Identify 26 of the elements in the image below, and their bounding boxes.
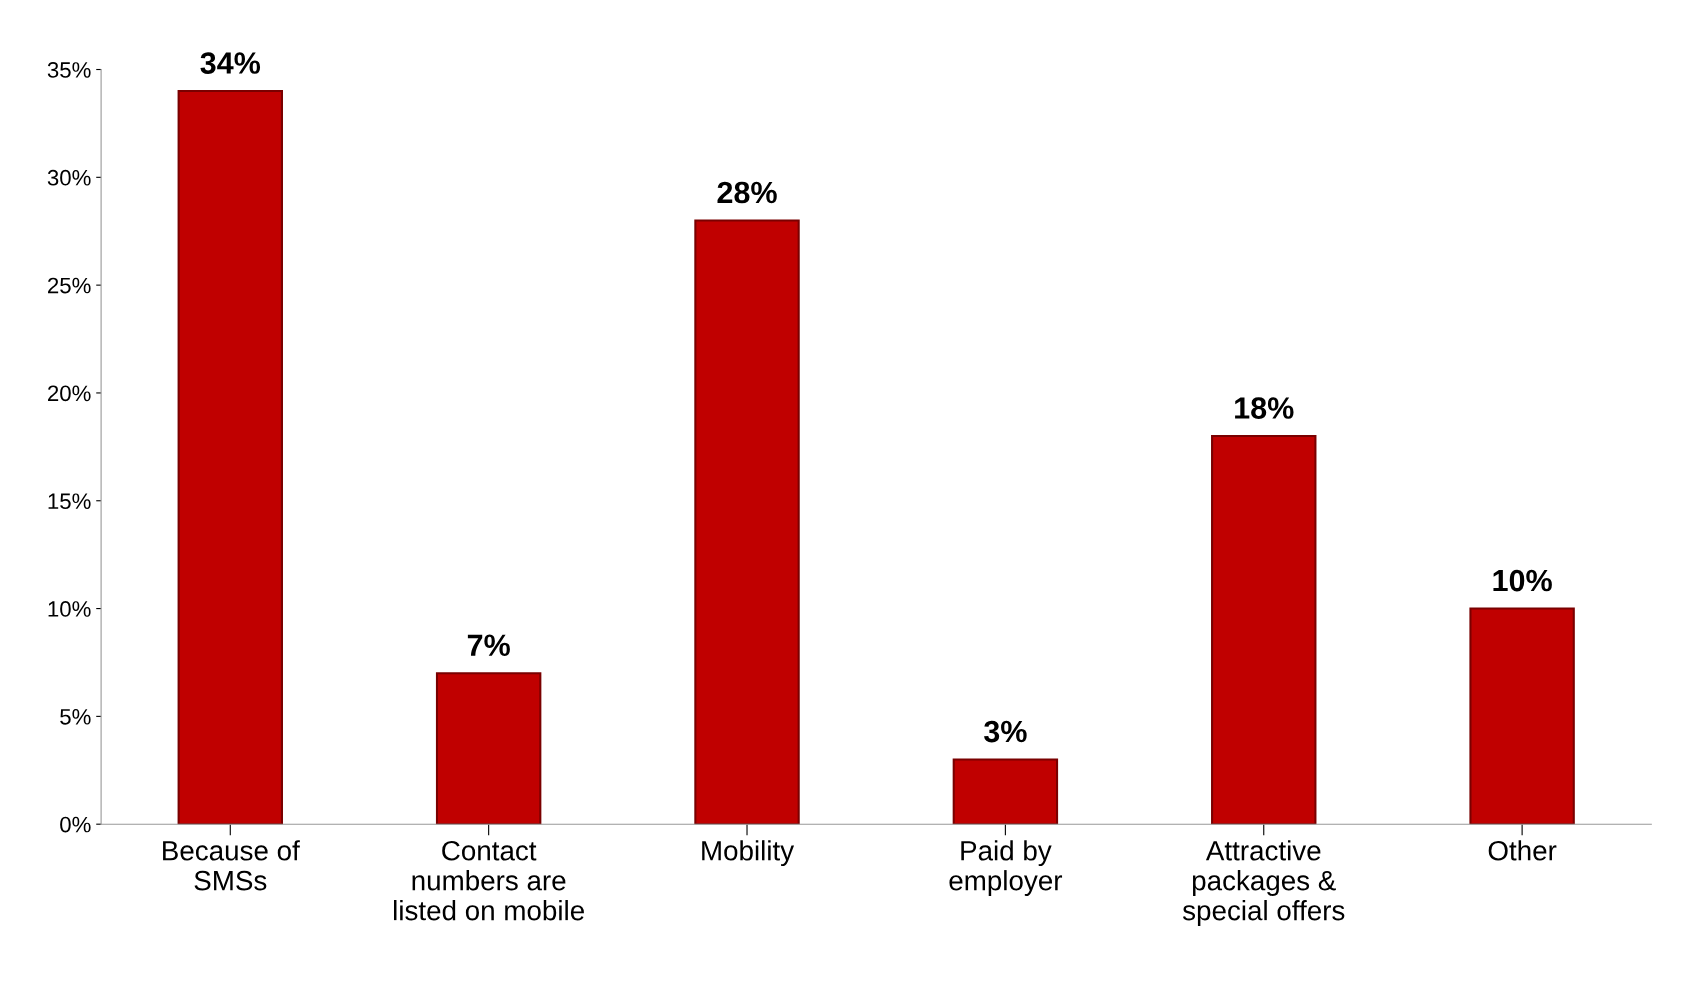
x-tick-label: Attractive packages & special offers [1182, 840, 1345, 926]
bar [1469, 607, 1575, 825]
y-tick-label: 10% [48, 601, 91, 617]
data-label: 7% [467, 634, 510, 657]
bar [177, 90, 283, 825]
data-label: 3% [984, 720, 1027, 743]
y-tick-label: 25% [48, 277, 91, 294]
bar [1211, 435, 1317, 825]
y-tick-label: 30% [47, 169, 91, 186]
y-tick-label: 15% [48, 493, 91, 510]
x-tick-label: Paid by employer [949, 840, 1063, 896]
data-label: 34% [200, 52, 261, 74]
x-tick-label: Other [1488, 840, 1557, 861]
data-label: 28% [717, 181, 777, 204]
y-tick-label: 0% [60, 816, 91, 833]
x-tick-label: Mobility [702, 840, 795, 867]
bar [694, 219, 800, 825]
data-label: 10% [1493, 569, 1552, 592]
y-tick-label: 35% [47, 62, 91, 78]
data-label: 18% [1235, 397, 1294, 419]
y-tick-label: 20% [48, 385, 91, 402]
bar [435, 672, 542, 825]
x-tick-label: Because of SMSs [163, 840, 300, 891]
x-tick-label: Contact numbers are listed on mobile [394, 840, 584, 921]
bar [952, 758, 1059, 825]
y-tick-label: 5% [60, 709, 91, 725]
